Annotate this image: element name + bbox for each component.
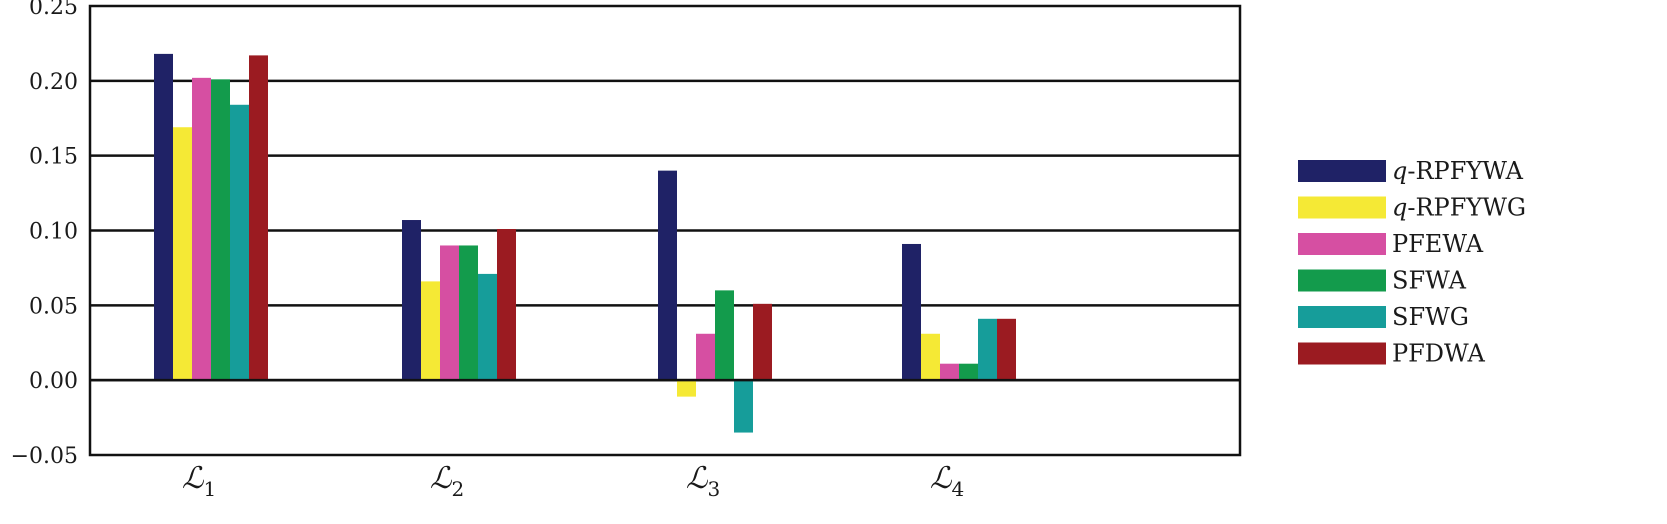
legend-swatch-sfwa [1298,269,1386,292]
bar-sfwg-cat-4 [978,318,997,381]
bar-sfwg-cat-2 [478,273,497,381]
legend-label-q-rpfywg: q-RPFYWG [1392,194,1526,222]
legend-label-text: PFEWA [1392,230,1484,258]
bar-q-rpfywa-cat-3 [658,170,677,381]
legend-swatch-sfwg [1298,306,1386,328]
legend-label-text: -RPFYWA [1407,157,1523,185]
legend-label-prefix: q [1392,194,1407,222]
x-axis-categories: ℒ1 ℒ2 ℒ3 ℒ4 [182,461,964,501]
legend-label-pfewa: PFEWA [1392,230,1484,258]
category-symbol: ℒ [930,461,953,496]
bar-q-rpfywa-cat-2 [402,220,421,381]
legend-label-text: SFWG [1392,303,1469,331]
bar-sfwa-cat-1 [211,79,230,381]
bar-sfwg-cat-3 [734,380,753,433]
category-symbol: ℒ [686,461,709,496]
category-subscript: 1 [203,477,216,501]
legend-label-text: SFWA [1392,267,1467,295]
bar-q-rpfywg-cat-1 [173,127,192,381]
legend-swatch-pfdwa [1298,342,1386,365]
category-subscript: 3 [707,477,720,501]
bar-pfdwa-cat-2 [497,229,516,381]
category-symbol: ℒ [182,461,205,496]
bar-q-rpfywa-cat-1 [154,53,173,381]
y-tick-label: 0.10 [29,220,78,245]
x-category-label: ℒ3 [686,461,720,501]
bar-sfwa-cat-4 [959,363,978,381]
legend-swatch-q-rpfywa [1298,160,1386,182]
legend-label-sfwg: SFWG [1392,303,1469,331]
legend-swatch-pfewa [1298,233,1386,255]
bar-sfwa-cat-2 [459,245,478,381]
bar-pfewa-cat-1 [192,77,211,381]
bar-pfdwa-cat-3 [753,303,772,381]
y-tick-label: 0.15 [29,145,78,170]
y-axis-ticks: 0.25 0.20 0.15 0.10 0.05 0.00 −0.05 [11,0,78,469]
bar-q-rpfywg-cat-2 [421,281,440,381]
y-tick-label: 0.25 [29,0,78,20]
bar-pfewa-cat-2 [440,245,459,381]
x-category-label: ℒ2 [430,461,464,501]
bar-pfdwa-cat-1 [249,55,268,381]
category-subscript: 2 [451,477,464,501]
legend-label-text: PFDWA [1392,340,1486,368]
y-tick-label: −0.05 [11,444,78,469]
y-tick-label: 0.20 [29,70,78,95]
bar-pfewa-cat-3 [696,333,715,381]
y-tick-label: 0.00 [29,369,78,394]
bar-sfwg-cat-1 [230,104,249,381]
legend-swatch-q-rpfywg [1298,196,1386,219]
bars [90,53,1240,433]
legend-label-text: -RPFYWG [1407,194,1526,222]
x-category-label: ℒ4 [930,461,964,501]
bar-sfwa-cat-3 [715,290,734,381]
legend-label-q-rpfywa: q-RPFYWA [1392,157,1524,185]
plot-border [88,4,1242,457]
legend-label-prefix: q [1392,157,1407,185]
y-tick-label: 0.05 [29,294,78,319]
x-category-label: ℒ1 [182,461,216,501]
bar-q-rpfywg-cat-4 [921,333,940,381]
bar-q-rpfywg-cat-3 [677,380,696,397]
category-symbol: ℒ [430,461,453,496]
plot-frame [88,4,1242,457]
bar-pfewa-cat-4 [940,363,959,381]
category-subscript: 4 [951,477,964,501]
legend-label-pfdwa: PFDWA [1392,340,1486,368]
bar-pfdwa-cat-4 [997,318,1016,381]
bar-q-rpfywa-cat-4 [902,243,921,381]
legend-label-sfwa: SFWA [1392,267,1467,295]
